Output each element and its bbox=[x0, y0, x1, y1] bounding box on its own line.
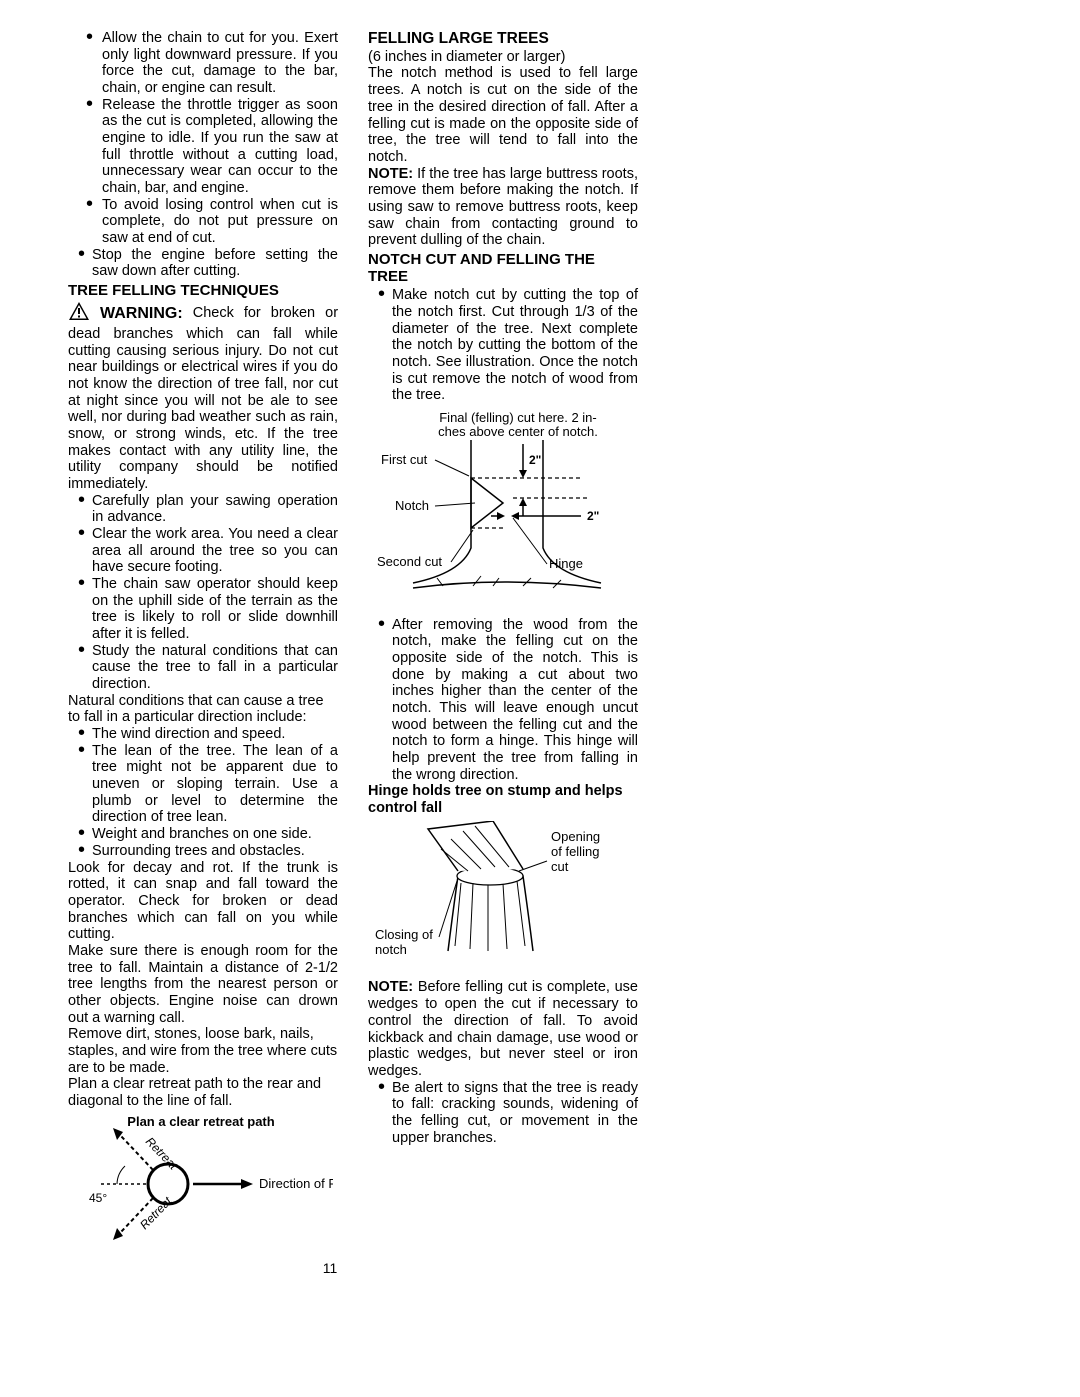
mid-bullets: Carefully plan your sawing operation in … bbox=[68, 493, 338, 693]
note2: NOTE: Before felling cut is complete, us… bbox=[368, 979, 638, 1079]
warning-paragraph: WARNING: Check for broken or dead branch… bbox=[68, 301, 338, 492]
felling-subtitle: (6 inches in diameter or larger) bbox=[368, 49, 638, 66]
fig1-angle: 45° bbox=[89, 1191, 107, 1205]
top-bullets: Allow the chain to cut for you. Exert on… bbox=[68, 30, 338, 247]
fig2-two1: 2" bbox=[529, 453, 541, 467]
fig3-open1: Opening bbox=[551, 829, 600, 844]
fig1-caption: Plan a clear retreat path bbox=[127, 1114, 274, 1129]
warning-label: WARNING: bbox=[100, 304, 183, 321]
fig2-first: First cut bbox=[381, 452, 428, 467]
bullet: Make notch cut by cutting the top of the… bbox=[368, 287, 638, 404]
heading-felling: FELLING LARGE TREES bbox=[368, 30, 638, 48]
stop-bullet-list: Stop the engine before setting the saw d… bbox=[68, 247, 338, 280]
figure-hinge: Opening of felling cut Closing of notch bbox=[368, 821, 638, 976]
felling-text: The notch method is used to fell large t… bbox=[368, 65, 638, 165]
bullet: To avoid losing control when cut is comp… bbox=[68, 197, 338, 247]
fig3-caption: Hinge holds tree on stump and helps cont… bbox=[368, 783, 638, 816]
decay-text: Look for decay and rot. If the trunk is … bbox=[68, 860, 338, 943]
note-label: NOTE: bbox=[368, 166, 413, 182]
plan-text: Plan a clear retreat path to the rear an… bbox=[68, 1076, 338, 1109]
notch-bullet-list: Make notch cut by cutting the top of the… bbox=[368, 287, 638, 404]
bullet: Clear the work area. You need a clear ar… bbox=[68, 526, 338, 576]
bullet: Be alert to signs that the tree is ready… bbox=[368, 1080, 638, 1147]
natural-bullets: The wind direction and speed. The lean o… bbox=[68, 726, 338, 859]
warning-icon bbox=[68, 301, 90, 326]
fig1-retreat1: Retreat bbox=[143, 1134, 181, 1173]
left-column: Allow the chain to cut for you. Exert on… bbox=[68, 30, 338, 1252]
fig2-second: Second cut bbox=[377, 554, 442, 569]
fig3-open2: of felling bbox=[551, 844, 599, 859]
bullet: Release the throttle trigger as soon as … bbox=[68, 97, 338, 197]
room-text: Make sure there is enough room for the t… bbox=[68, 943, 338, 1026]
fig3-close1: Closing of bbox=[375, 927, 433, 942]
note-label: NOTE: bbox=[368, 979, 413, 995]
bullet: Allow the chain to cut for you. Exert on… bbox=[68, 30, 338, 97]
bullet: Study the natural conditions that can ca… bbox=[68, 643, 338, 693]
page: Allow the chain to cut for you. Exert on… bbox=[50, 30, 1030, 1252]
bullet: The chain saw operator should keep on th… bbox=[68, 576, 338, 643]
alert-bullet-list: Be alert to signs that the tree is ready… bbox=[368, 1080, 638, 1147]
heading-techniques: TREE FELLING TECHNIQUES bbox=[68, 282, 338, 299]
bullet: The lean of the tree. The lean of a tree… bbox=[68, 743, 338, 826]
natural-intro: Natural conditions that can cause a tree… bbox=[68, 693, 338, 726]
note1: NOTE: If the tree has large buttress roo… bbox=[368, 166, 638, 249]
right-column: FELLING LARGE TREES (6 inches in diamete… bbox=[368, 30, 638, 1252]
figure-notch: Final (felling) cut here. 2 in- ches abo… bbox=[368, 408, 638, 613]
bullet: Surrounding trees and obstacles. bbox=[68, 843, 338, 860]
bullet: The wind direction and speed. bbox=[68, 726, 338, 743]
after-bullet-list: After removing the wood from the notch, … bbox=[368, 617, 638, 784]
page-number: 11 bbox=[50, 1260, 610, 1276]
fig2-final2: ches above center of notch. bbox=[438, 424, 598, 439]
bullet: Carefully plan your sawing operation in … bbox=[68, 493, 338, 526]
fig2-final1: Final (felling) cut here. 2 in- bbox=[439, 410, 597, 425]
fig1-direction: Direction of Fall bbox=[259, 1176, 333, 1191]
fig3-open3: cut bbox=[551, 859, 569, 874]
fig2-two2: 2" bbox=[587, 509, 599, 523]
fig2-hinge: Hinge bbox=[549, 556, 583, 571]
remove-text: Remove dirt, stones, loose bark, nails, … bbox=[68, 1026, 338, 1076]
bullet: Stop the engine before setting the saw d… bbox=[68, 247, 338, 280]
bullet: After removing the wood from the notch, … bbox=[368, 617, 638, 784]
fig2-notch: Notch bbox=[395, 498, 429, 513]
bullet: Weight and branches on one side. bbox=[68, 826, 338, 843]
fig3-close2: notch bbox=[375, 942, 407, 957]
figure-retreat: Plan a clear retreat path Direction of F… bbox=[68, 1114, 338, 1249]
warning-text: Check for broken or dead branches which … bbox=[68, 306, 338, 493]
heading-notch: NOTCH CUT AND FELLING THE TREE bbox=[368, 251, 638, 286]
